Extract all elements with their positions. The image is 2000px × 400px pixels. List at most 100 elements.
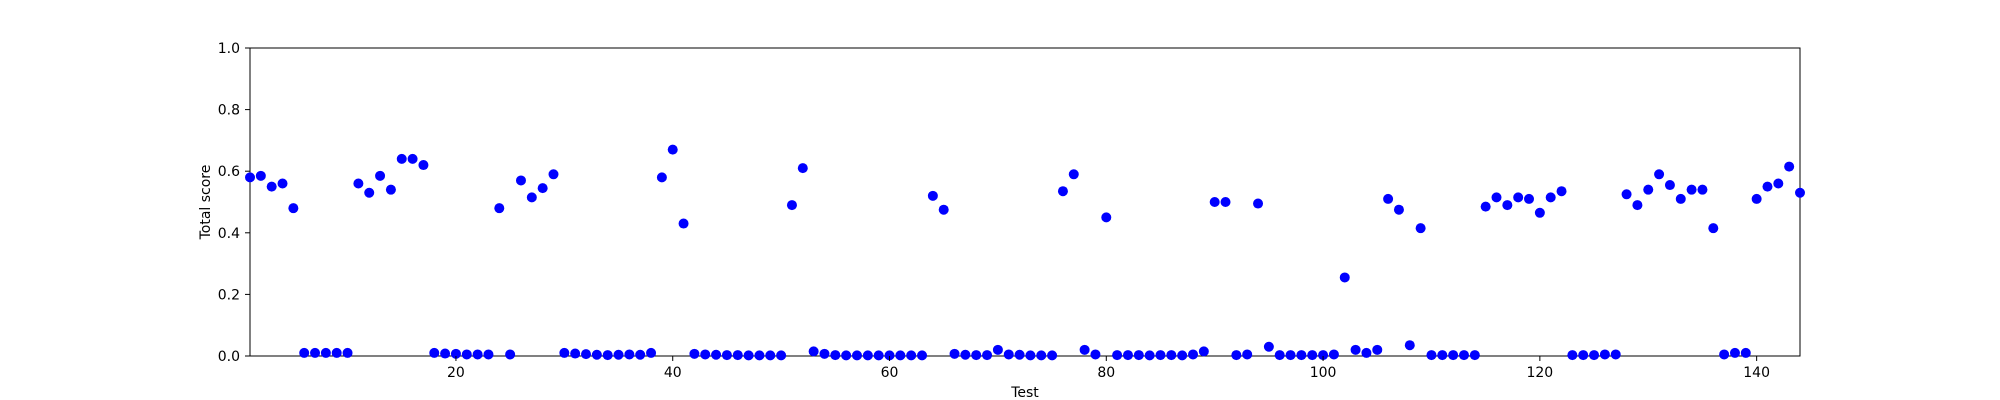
data-point	[245, 172, 255, 183]
data-point	[1784, 161, 1795, 172]
x-tick-label: 140	[1743, 365, 1770, 381]
data-point	[1090, 349, 1101, 360]
data-point	[1491, 192, 1502, 203]
x-tick-label: 20	[447, 365, 465, 381]
data-point	[1209, 197, 1220, 207]
data-point	[1697, 184, 1708, 195]
data-point	[721, 350, 732, 361]
data-point	[1589, 350, 1600, 361]
data-point	[1155, 350, 1166, 361]
data-point	[613, 349, 624, 360]
data-point	[537, 183, 548, 194]
data-point	[342, 347, 353, 358]
data-point	[1729, 347, 1740, 358]
data-point	[624, 349, 635, 360]
data-point	[1003, 349, 1014, 360]
data-point	[1372, 344, 1383, 355]
plot-area	[249, 47, 1801, 357]
data-point	[906, 350, 917, 361]
data-point	[851, 350, 862, 361]
data-point	[646, 347, 657, 358]
data-point	[1350, 344, 1361, 355]
data-point	[732, 350, 743, 361]
data-point	[971, 350, 982, 361]
data-point	[375, 170, 386, 181]
data-point	[299, 347, 310, 358]
data-point	[461, 349, 472, 360]
data-point	[255, 170, 266, 181]
data-point	[1426, 350, 1437, 361]
data-point	[1524, 193, 1535, 204]
data-point	[1458, 350, 1469, 361]
x-tick-label: 120	[1526, 365, 1553, 381]
data-point	[1263, 341, 1274, 352]
data-point	[1610, 349, 1621, 360]
data-point	[1253, 198, 1264, 209]
data-point	[385, 184, 396, 195]
data-point	[1285, 350, 1296, 361]
data-point	[407, 153, 418, 164]
data-point	[635, 349, 646, 360]
data-point	[1198, 346, 1209, 357]
data-point	[1437, 350, 1448, 361]
data-point	[364, 187, 375, 198]
y-tick-label: 0.2	[218, 287, 240, 303]
data-point	[1751, 193, 1762, 204]
data-point	[450, 348, 461, 359]
x-tick-label: 100	[1310, 365, 1337, 381]
data-point	[1025, 350, 1036, 361]
data-points	[245, 144, 1805, 361]
data-point	[1014, 349, 1025, 360]
data-point	[559, 347, 570, 358]
data-point	[1328, 349, 1339, 360]
data-point	[472, 349, 483, 360]
data-point	[515, 175, 526, 186]
data-point	[917, 350, 928, 361]
data-point	[938, 204, 949, 215]
data-point	[1079, 344, 1090, 355]
data-point	[1632, 200, 1643, 211]
data-point	[602, 350, 613, 361]
data-point	[982, 350, 993, 361]
x-tick-label: 80	[1097, 365, 1115, 381]
data-point	[1404, 340, 1415, 351]
data-point	[830, 350, 841, 361]
data-point	[786, 200, 797, 211]
y-axis-ticks: 0.0 0.2 0.4 0.6 0.8 1.0	[218, 41, 250, 365]
data-point	[862, 350, 873, 361]
x-tick-label: 60	[881, 365, 899, 381]
data-point	[320, 347, 331, 358]
data-point	[570, 348, 581, 359]
data-point	[1112, 350, 1123, 361]
data-point	[1686, 184, 1697, 195]
data-point	[776, 350, 787, 361]
data-point	[1274, 350, 1285, 361]
data-point	[1708, 223, 1719, 234]
y-tick-label: 0.6	[218, 164, 240, 180]
y-axis-label: Total score	[198, 165, 214, 241]
data-point	[1480, 201, 1491, 212]
data-point	[1242, 349, 1253, 360]
data-point	[1762, 181, 1773, 192]
data-point	[841, 350, 852, 361]
data-point	[743, 350, 754, 361]
data-point	[1383, 193, 1394, 204]
data-point	[494, 203, 505, 214]
data-point	[689, 348, 700, 359]
data-point	[1307, 350, 1318, 361]
data-point	[1664, 180, 1675, 191]
x-tick-label: 40	[664, 365, 682, 381]
data-point	[1361, 347, 1372, 358]
y-tick-label: 0.8	[218, 103, 240, 119]
data-point	[1448, 350, 1459, 361]
data-point	[1469, 350, 1480, 361]
data-point	[1166, 350, 1177, 361]
data-point	[1567, 350, 1578, 361]
data-point	[1177, 350, 1188, 361]
data-point	[927, 190, 938, 201]
data-point	[310, 347, 321, 358]
data-point	[1318, 350, 1329, 361]
data-point	[1675, 193, 1686, 204]
data-point	[960, 349, 971, 360]
